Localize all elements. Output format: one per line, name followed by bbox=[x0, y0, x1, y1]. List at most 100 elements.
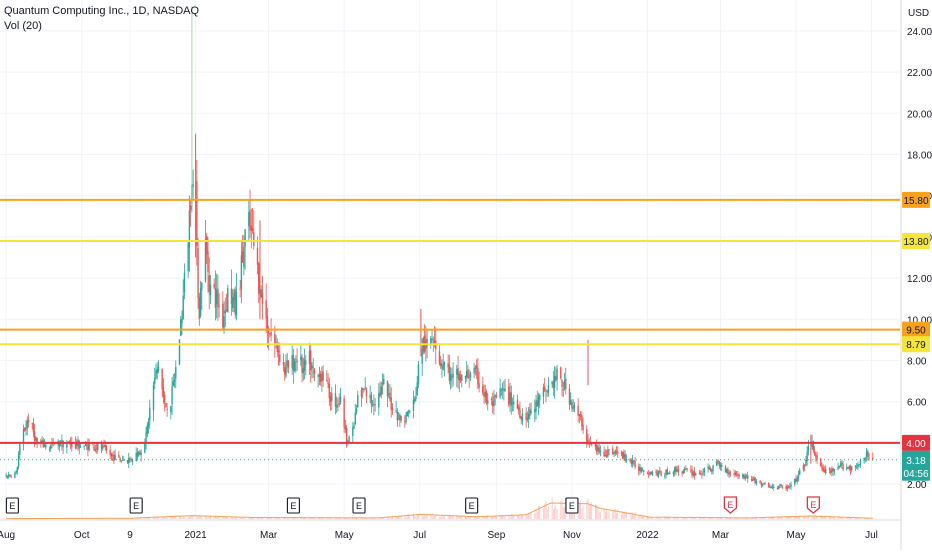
candle bbox=[14, 471, 16, 479]
candle bbox=[440, 356, 442, 370]
volume-indicator-label[interactable]: Vol (20) bbox=[4, 20, 42, 32]
earnings-marker[interactable]: E bbox=[5, 497, 19, 514]
candle bbox=[181, 310, 183, 336]
candle bbox=[701, 470, 703, 479]
candle bbox=[461, 374, 463, 388]
candle bbox=[822, 464, 824, 473]
candle bbox=[544, 377, 546, 393]
candle bbox=[318, 366, 321, 386]
price-tick-label: 20.00 bbox=[907, 109, 932, 120]
candle bbox=[833, 468, 836, 476]
candle bbox=[397, 412, 400, 421]
candle bbox=[409, 409, 411, 414]
candle bbox=[163, 391, 166, 412]
candle bbox=[469, 371, 472, 381]
candle bbox=[145, 426, 147, 450]
candle bbox=[763, 482, 765, 485]
candle bbox=[820, 457, 822, 467]
candle bbox=[379, 381, 381, 398]
candle bbox=[88, 438, 90, 452]
earnings-marker[interactable]: E bbox=[129, 497, 143, 514]
candle bbox=[770, 485, 772, 489]
candle bbox=[458, 371, 460, 393]
time-tick-label: Aug bbox=[0, 530, 15, 541]
candle bbox=[442, 353, 444, 371]
candle bbox=[412, 390, 415, 419]
earnings-marker[interactable]: E bbox=[723, 496, 738, 514]
candle bbox=[206, 232, 208, 265]
candle bbox=[501, 382, 504, 399]
level-price-badge: 15.80 bbox=[902, 191, 930, 208]
candle bbox=[734, 470, 737, 477]
candle bbox=[754, 476, 756, 485]
candle bbox=[364, 377, 366, 391]
candle bbox=[201, 281, 203, 310]
candle bbox=[171, 376, 173, 415]
candle bbox=[699, 470, 702, 476]
svg-text:E: E bbox=[133, 501, 139, 511]
candle bbox=[561, 379, 563, 397]
earnings-marker[interactable]: E bbox=[465, 497, 479, 514]
earnings-marker[interactable]: E bbox=[806, 496, 820, 514]
price-tick-label: 18.00 bbox=[907, 151, 932, 162]
earnings-marker[interactable]: E bbox=[352, 497, 366, 514]
candle bbox=[614, 449, 616, 456]
candle bbox=[729, 470, 732, 477]
candle bbox=[321, 366, 323, 392]
candle bbox=[331, 386, 333, 411]
time-tick-label: Oct bbox=[74, 530, 90, 541]
candle bbox=[244, 228, 246, 270]
candle bbox=[560, 366, 562, 380]
candle bbox=[156, 362, 158, 380]
candle bbox=[737, 470, 739, 479]
level-price-badge: 8.79 bbox=[902, 336, 930, 353]
price-tick-label: 8.00 bbox=[907, 357, 927, 368]
candle bbox=[478, 371, 480, 393]
candle bbox=[603, 446, 605, 458]
candle bbox=[630, 458, 633, 468]
candle bbox=[253, 210, 255, 250]
candle bbox=[251, 207, 254, 234]
candle bbox=[362, 387, 364, 399]
candle bbox=[643, 469, 645, 476]
candle bbox=[659, 466, 661, 474]
candle bbox=[137, 451, 140, 457]
candle bbox=[742, 473, 744, 480]
candle bbox=[94, 444, 97, 453]
volume-ma-line bbox=[6, 502, 873, 520]
candle bbox=[520, 416, 522, 425]
candle bbox=[776, 486, 779, 491]
candle bbox=[260, 285, 262, 299]
earnings-marker[interactable]: E bbox=[286, 497, 300, 514]
candle bbox=[348, 435, 350, 443]
candle bbox=[521, 408, 524, 426]
candle bbox=[83, 445, 85, 451]
candle bbox=[519, 401, 521, 419]
candle bbox=[224, 297, 227, 328]
candle bbox=[712, 464, 714, 475]
candle bbox=[745, 474, 748, 479]
candle bbox=[295, 355, 297, 374]
candle bbox=[178, 339, 181, 366]
candle bbox=[573, 402, 576, 413]
candle bbox=[708, 464, 711, 471]
candle bbox=[456, 365, 458, 388]
candle bbox=[311, 362, 313, 379]
candle bbox=[665, 469, 667, 479]
candle bbox=[258, 261, 260, 304]
candle bbox=[140, 449, 142, 462]
candle bbox=[802, 462, 805, 472]
candle bbox=[518, 404, 520, 415]
candle bbox=[681, 470, 683, 477]
candle bbox=[130, 457, 132, 463]
candle bbox=[857, 461, 859, 470]
candle bbox=[542, 383, 545, 405]
currency-label: USD bbox=[908, 8, 929, 19]
earnings-marker[interactable]: E bbox=[565, 497, 579, 514]
candle bbox=[256, 236, 259, 275]
candle bbox=[676, 465, 678, 473]
level-price-badge: 4.00 bbox=[902, 434, 930, 451]
candle bbox=[326, 370, 328, 382]
